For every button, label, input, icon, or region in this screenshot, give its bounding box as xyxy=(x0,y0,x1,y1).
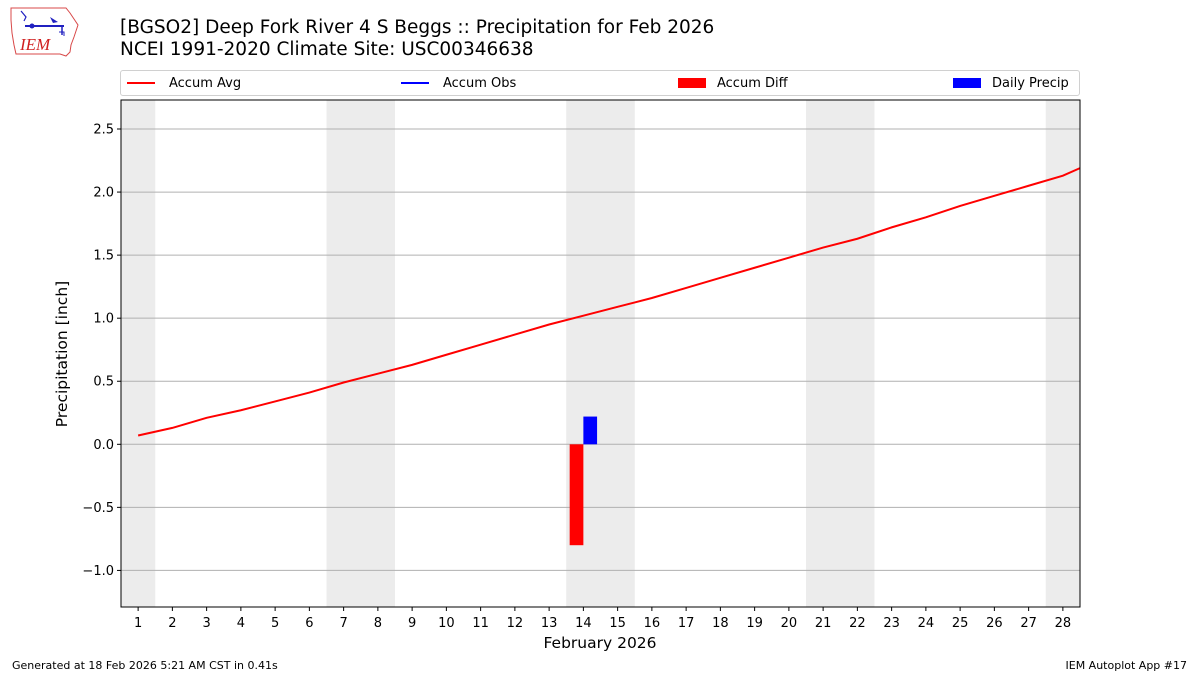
x-axis-ticks: 1 2 3 4 5 6 7 8 9 10 11 12 13 14 15 16 17 18 19 20 21 22 23 24 2… xyxy=(134,607,1071,631)
legend-item-accum-avg: Accum Avg xyxy=(127,74,241,92)
weekend-band xyxy=(806,100,875,607)
x-tick-label: 8 xyxy=(374,616,382,631)
y-tick-label: 0.5 xyxy=(93,375,114,390)
y-axis-ticks: −1.0 −0.5 0.0 0.5 1.0 1.5 2.0 2.5 xyxy=(82,123,121,579)
x-tick-label: 24 xyxy=(918,616,935,631)
iowa-map-icon: IEM xyxy=(10,7,79,57)
chart-title-line2: NCEI 1991-2020 Climate Site: USC00346638 xyxy=(120,39,534,60)
line-series xyxy=(137,167,1081,437)
weekend-band xyxy=(1045,100,1080,607)
legend-swatch-red-line-icon xyxy=(127,82,155,84)
y-axis-label: Precipitation [inch] xyxy=(53,280,71,428)
y-tick-label: 1.5 xyxy=(93,249,114,264)
x-tick-label: 19 xyxy=(746,616,763,631)
y-tick-label: −0.5 xyxy=(82,501,114,516)
legend-item-accum-obs: Accum Obs xyxy=(401,74,516,92)
svg-text:IEM: IEM xyxy=(19,35,51,54)
generated-timestamp: Generated at 18 Feb 2026 5:21 AM CST in … xyxy=(12,659,278,672)
y-gridlines xyxy=(121,128,1080,571)
x-axis-label: February 2026 xyxy=(543,634,657,652)
x-tick-label: 20 xyxy=(781,616,798,631)
x-tick-label: 28 xyxy=(1055,616,1072,631)
plot-frame xyxy=(120,99,1081,608)
legend-item-accum-diff: Accum Diff xyxy=(678,74,788,92)
x-tick-label: 6 xyxy=(305,616,313,631)
weekend-shading xyxy=(121,100,1080,607)
chart-title: [BGSO2] Deep Fork River 4 S Beggs :: Pre… xyxy=(120,17,714,61)
legend-swatch-red-box-icon xyxy=(678,78,706,88)
iem-logo: IEM xyxy=(8,5,82,60)
x-tick-label: 17 xyxy=(678,616,695,631)
y-tick-label: −1.0 xyxy=(82,564,114,579)
legend-label: Accum Avg xyxy=(169,75,242,91)
y-tick-label: 2.0 xyxy=(93,186,114,201)
x-tick-label: 12 xyxy=(507,616,524,631)
x-tick-label: 3 xyxy=(202,616,210,631)
x-tick-label: 1 xyxy=(134,616,142,631)
weekend-band xyxy=(121,100,156,607)
y-tick-label: 2.5 xyxy=(93,123,114,138)
x-tick-label: 11 xyxy=(472,616,489,631)
x-tick-label: 25 xyxy=(952,616,969,631)
x-tick-label: 14 xyxy=(575,616,592,631)
weekend-band xyxy=(326,100,395,607)
legend-item-daily-precip: Daily Precip xyxy=(953,74,1069,92)
x-tick-label: 5 xyxy=(271,616,279,631)
x-tick-label: 16 xyxy=(644,616,661,631)
daily-precip-bar xyxy=(583,416,598,445)
x-tick-label: 21 xyxy=(815,616,832,631)
legend-label: Accum Obs xyxy=(443,75,517,91)
legend-label: Daily Precip xyxy=(992,75,1069,91)
x-tick-label: 27 xyxy=(1020,616,1037,631)
x-tick-label: 15 xyxy=(609,616,626,631)
x-tick-label: 26 xyxy=(986,616,1003,631)
x-tick-label: 4 xyxy=(237,616,245,631)
x-tick-label: 2 xyxy=(168,616,176,631)
x-tick-label: 13 xyxy=(541,616,558,631)
x-tick-label: 23 xyxy=(883,616,900,631)
accum-diff-bar xyxy=(569,444,584,546)
y-tick-label: 1.0 xyxy=(93,312,114,327)
legend-label: Accum Diff xyxy=(717,75,788,91)
y-tick-label: 0.0 xyxy=(93,438,114,453)
accum-avg-line xyxy=(137,167,1081,437)
legend-swatch-blue-box-icon xyxy=(953,78,981,88)
bar-series xyxy=(569,416,598,546)
x-tick-label: 9 xyxy=(408,616,416,631)
legend-swatch-blue-line-icon xyxy=(401,82,429,84)
app-credit: IEM Autoplot App #17 xyxy=(1065,659,1188,672)
x-tick-label: 7 xyxy=(339,616,347,631)
x-tick-label: 10 xyxy=(438,616,455,631)
x-tick-label: 18 xyxy=(712,616,729,631)
chart-legend: Accum Avg Accum Obs Accum Diff Daily Pre… xyxy=(120,70,1080,96)
x-tick-label: 22 xyxy=(849,616,866,631)
chart-title-line1: [BGSO2] Deep Fork River 4 S Beggs :: Pre… xyxy=(120,17,715,38)
